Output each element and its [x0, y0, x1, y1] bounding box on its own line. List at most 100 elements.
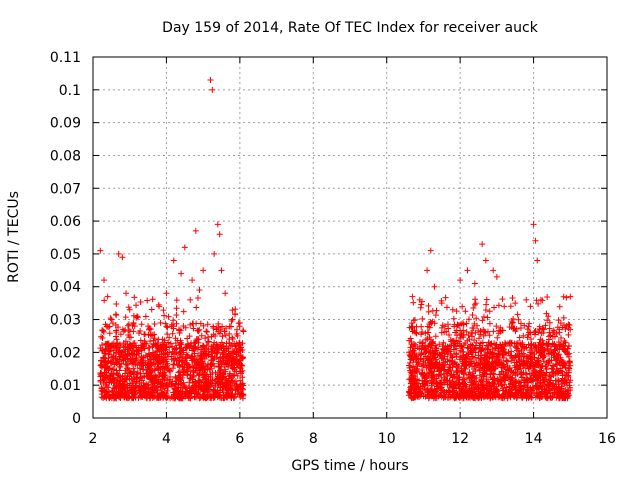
data-point [180, 379, 187, 386]
data-point [188, 340, 195, 347]
data-point [467, 371, 474, 378]
data-point [451, 346, 458, 353]
data-point [110, 347, 117, 354]
data-point [466, 336, 473, 343]
data-point [163, 390, 170, 397]
data-point [425, 349, 432, 356]
data-point [528, 375, 535, 382]
data-point [104, 363, 111, 370]
data-point [156, 371, 163, 378]
data-point [129, 388, 136, 395]
data-point [97, 369, 104, 376]
data-point [465, 316, 472, 323]
data-point [479, 383, 486, 390]
data-point [478, 376, 485, 383]
data-point [515, 356, 522, 363]
data-point [446, 332, 453, 339]
data-point [438, 352, 445, 359]
data-point [176, 327, 183, 334]
data-point [97, 377, 104, 384]
data-point [460, 370, 467, 377]
data-point [186, 375, 193, 382]
data-point [484, 328, 491, 335]
data-point [231, 357, 238, 364]
data-point [492, 341, 499, 348]
data-point [565, 343, 572, 350]
data-point [479, 317, 486, 324]
data-point [455, 382, 462, 389]
x-tick-label: 14 [525, 431, 543, 447]
data-points [97, 76, 574, 402]
data-point [231, 380, 238, 387]
data-point [517, 371, 524, 378]
data-point [190, 387, 197, 394]
data-point [159, 344, 166, 351]
data-point [526, 363, 533, 370]
data-point [517, 389, 524, 396]
data-point [410, 347, 417, 354]
data-point [424, 267, 431, 274]
data-point [472, 296, 479, 303]
data-point [461, 371, 468, 378]
data-point [533, 348, 540, 355]
data-point [471, 375, 478, 382]
data-point [186, 395, 193, 402]
data-point [115, 382, 122, 389]
data-point [523, 371, 530, 378]
data-point [565, 369, 572, 376]
data-point [547, 387, 554, 394]
data-point [459, 320, 466, 327]
data-point [419, 315, 426, 322]
data-point [122, 338, 129, 345]
data-point [201, 393, 208, 400]
data-point [101, 277, 108, 284]
data-point [114, 374, 121, 381]
data-point [432, 350, 439, 357]
data-point [422, 378, 429, 385]
data-point [407, 335, 414, 342]
x-tick-label: 10 [378, 431, 396, 447]
data-point [126, 334, 133, 341]
data-point [557, 392, 564, 399]
data-point [194, 389, 201, 396]
data-point [501, 374, 508, 381]
data-point [532, 237, 539, 244]
data-point [99, 342, 106, 349]
data-point [433, 307, 440, 314]
data-point [486, 332, 493, 339]
data-point [208, 343, 215, 350]
data-point [513, 344, 520, 351]
data-point [461, 389, 468, 396]
data-point [200, 388, 207, 395]
data-point [438, 300, 445, 307]
data-point [556, 326, 563, 333]
data-point [426, 324, 433, 331]
data-point [527, 329, 534, 336]
data-point [558, 383, 565, 390]
data-point [223, 357, 230, 364]
data-point [453, 391, 460, 398]
data-point [562, 388, 569, 395]
data-point [163, 290, 170, 297]
data-point [555, 377, 562, 384]
data-point [443, 304, 450, 311]
data-point [436, 341, 443, 348]
data-point [105, 324, 112, 331]
data-point [477, 340, 484, 347]
data-point [215, 320, 222, 327]
data-point [457, 347, 464, 354]
data-point [172, 381, 179, 388]
data-point [544, 393, 551, 400]
data-point [128, 360, 135, 367]
data-point [534, 357, 541, 364]
data-point [205, 351, 212, 358]
data-point [195, 386, 202, 393]
data-point [462, 358, 469, 365]
data-point [217, 379, 224, 386]
data-point [211, 250, 218, 257]
data-point [146, 388, 153, 395]
data-point [133, 302, 140, 309]
data-point [469, 311, 476, 318]
data-point [239, 374, 246, 381]
data-point [469, 363, 476, 370]
